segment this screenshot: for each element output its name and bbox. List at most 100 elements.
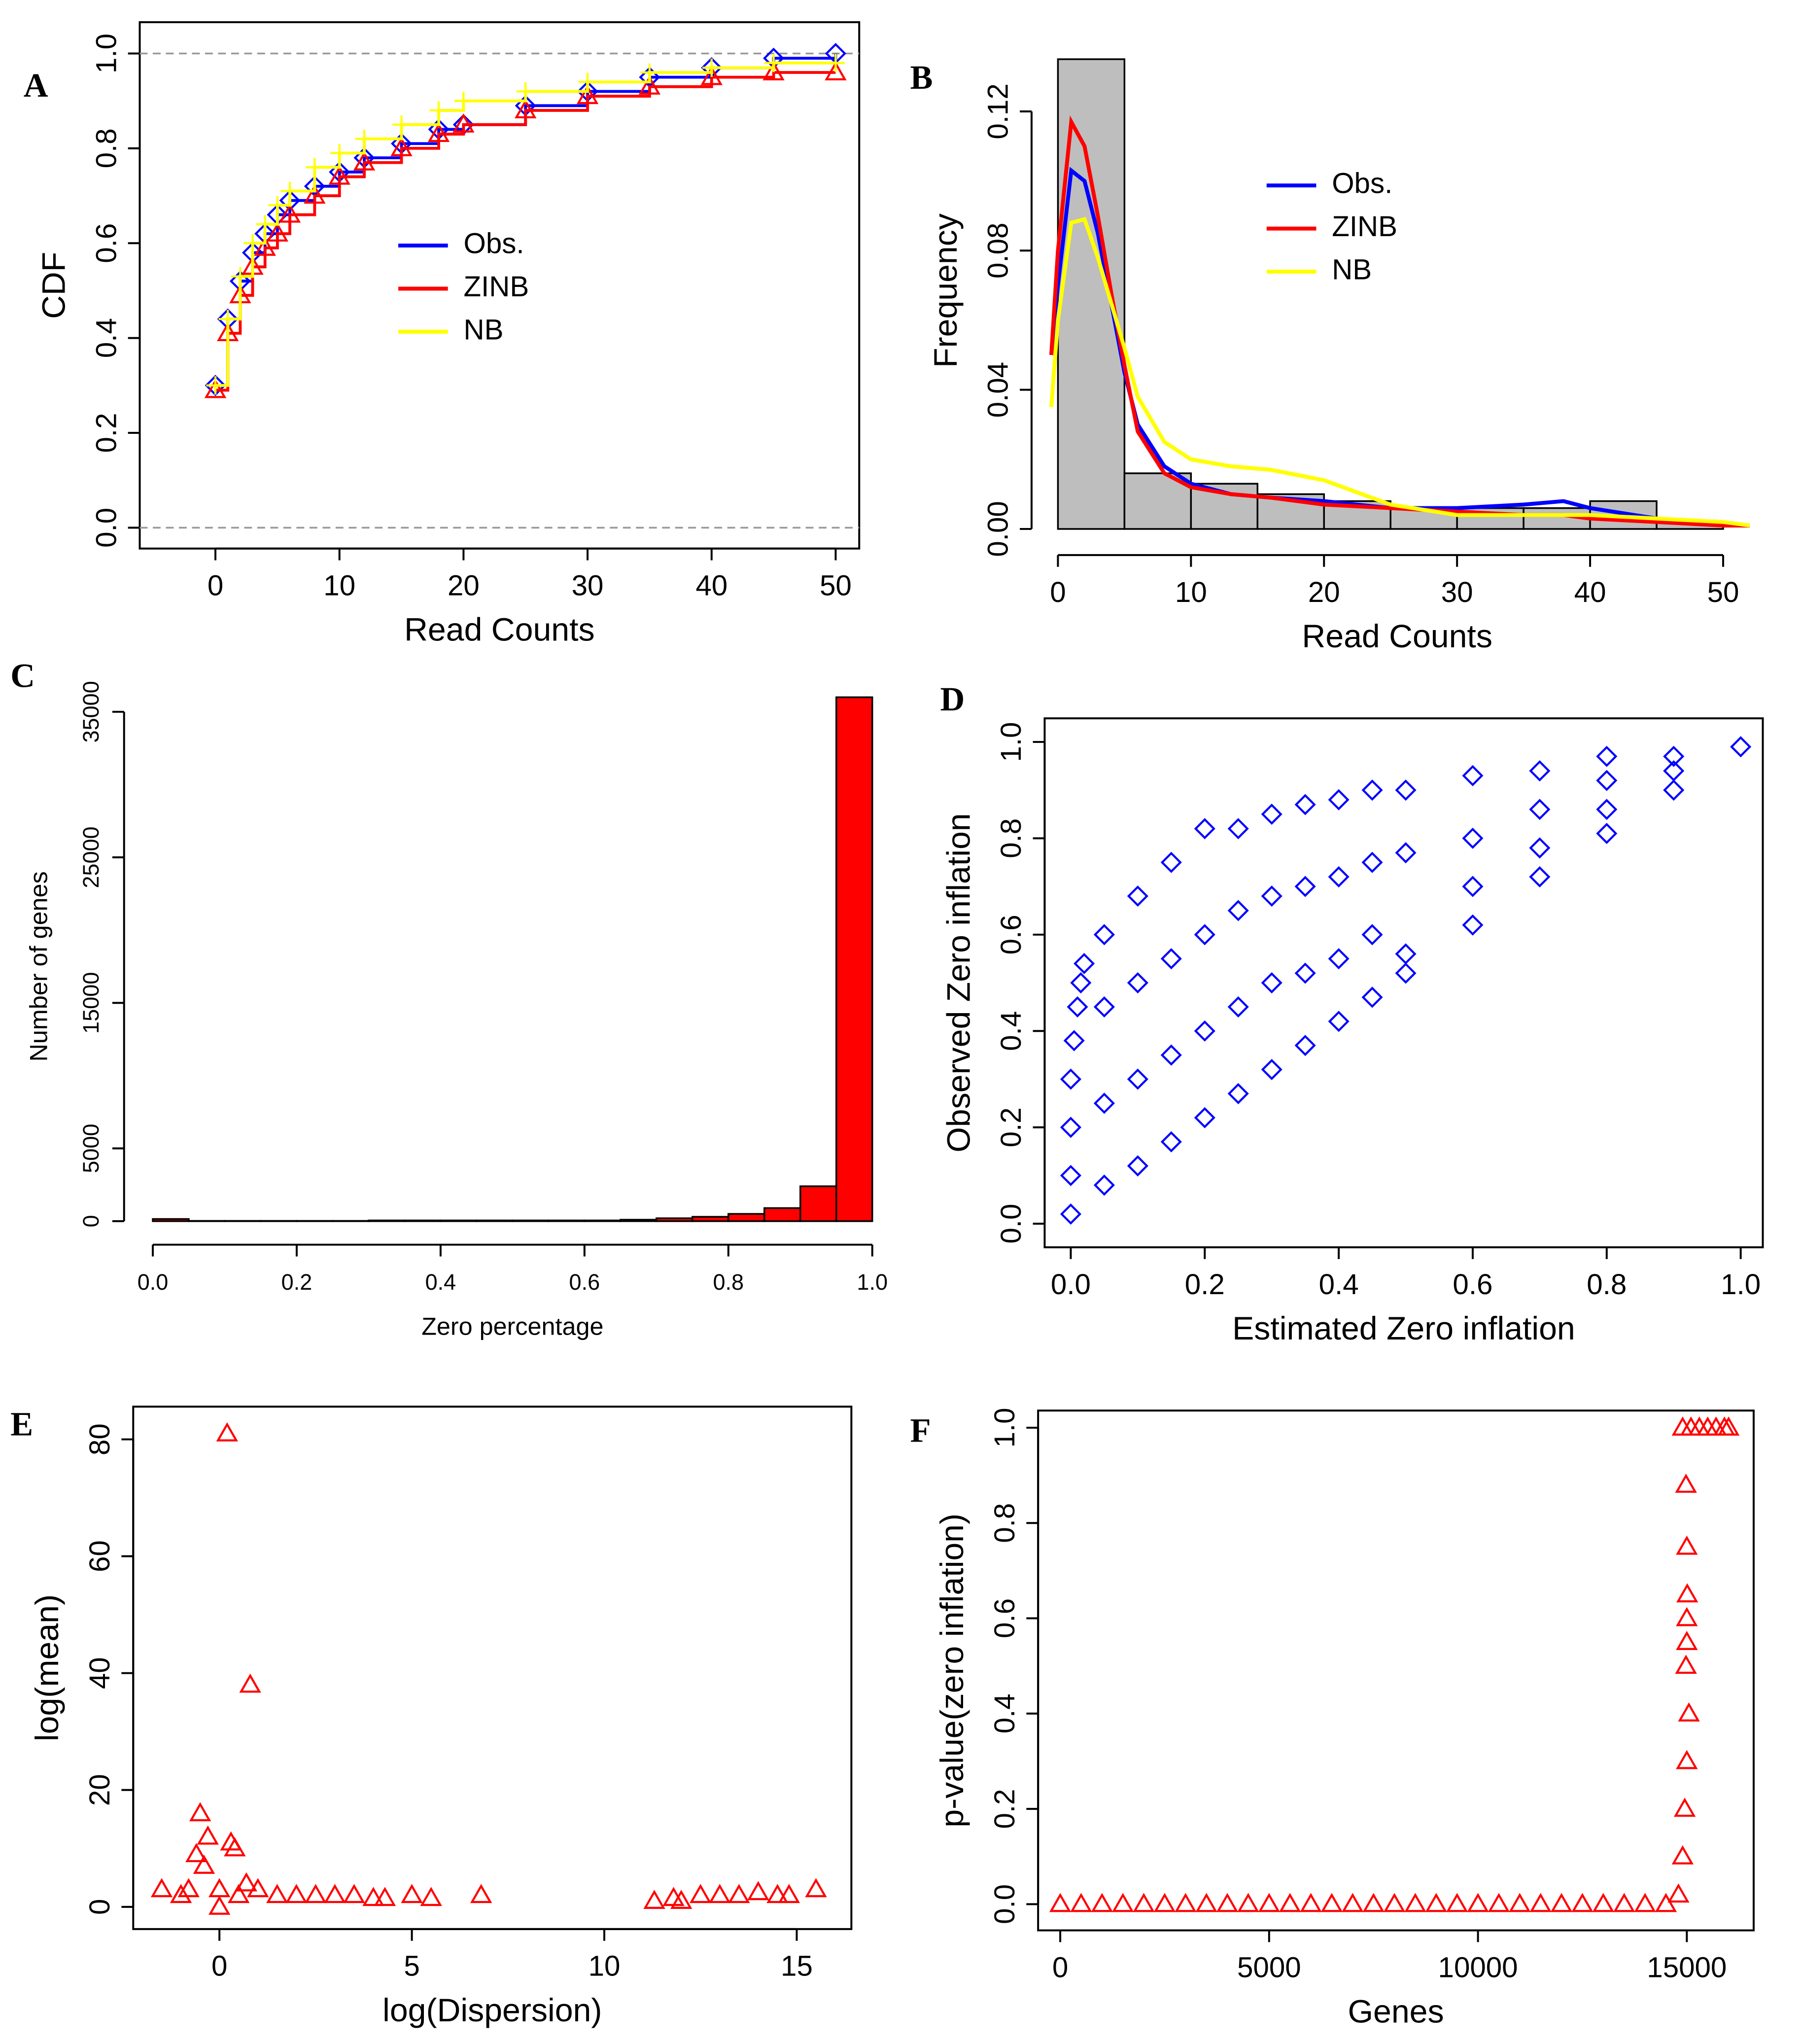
marker bbox=[1596, 770, 1618, 791]
marker bbox=[662, 1887, 685, 1906]
marker bbox=[280, 181, 299, 200]
x-tick-label: 5 bbox=[404, 1950, 419, 1982]
marker bbox=[1328, 948, 1350, 970]
marker bbox=[266, 1884, 288, 1903]
marker bbox=[1395, 962, 1417, 984]
marker bbox=[305, 158, 324, 176]
marker bbox=[1194, 924, 1215, 946]
panel-letter: C bbox=[10, 657, 35, 694]
x-tick-label: 50 bbox=[1707, 576, 1739, 608]
x-tick-label: 15000 bbox=[1647, 1951, 1727, 1983]
marker bbox=[1395, 943, 1417, 965]
marker bbox=[1529, 837, 1551, 859]
marker bbox=[1676, 1630, 1698, 1650]
marker bbox=[1529, 866, 1551, 888]
marker bbox=[218, 310, 237, 328]
hist-bar bbox=[728, 1213, 765, 1222]
y-tick-label: 40 bbox=[84, 1657, 116, 1689]
marker bbox=[268, 196, 287, 214]
marker bbox=[1294, 794, 1316, 815]
marker bbox=[1063, 1030, 1085, 1052]
series-line bbox=[215, 71, 836, 392]
marker bbox=[204, 379, 227, 398]
marker bbox=[1328, 789, 1350, 811]
marker bbox=[1216, 1893, 1239, 1912]
marker bbox=[1067, 996, 1088, 1018]
marker bbox=[1425, 1893, 1448, 1912]
x-tick-label: 50 bbox=[820, 570, 852, 602]
marker bbox=[1194, 1107, 1215, 1128]
marker bbox=[766, 1884, 789, 1903]
marker bbox=[1663, 745, 1685, 767]
marker bbox=[1655, 1893, 1677, 1912]
marker bbox=[1160, 1044, 1182, 1066]
marker bbox=[427, 123, 450, 142]
marker bbox=[243, 234, 262, 252]
x-tick-label: 5000 bbox=[1237, 1951, 1301, 1983]
y-tick-label: 0.6 bbox=[995, 915, 1027, 954]
marker bbox=[392, 115, 411, 134]
legend-label: ZINB bbox=[464, 271, 529, 303]
marker bbox=[1671, 1845, 1694, 1865]
x-tick-label: 10 bbox=[1175, 576, 1207, 608]
marker bbox=[304, 184, 326, 204]
marker bbox=[279, 190, 301, 211]
y-tick-label: 0.6 bbox=[90, 223, 122, 263]
marker bbox=[825, 61, 847, 81]
plot-frame bbox=[1037, 1410, 1755, 1932]
x-tick-label: 0.4 bbox=[425, 1269, 456, 1295]
marker bbox=[1361, 924, 1383, 946]
x-tick-label: 20 bbox=[448, 570, 480, 602]
marker bbox=[1462, 876, 1484, 897]
panel-letter: E bbox=[10, 1405, 33, 1443]
marker bbox=[185, 1843, 208, 1863]
series-line bbox=[1049, 115, 1750, 528]
y-tick-label: 0.6 bbox=[989, 1598, 1021, 1638]
series-line bbox=[1049, 167, 1750, 528]
x-tick-label: 1.0 bbox=[857, 1269, 888, 1295]
marker bbox=[576, 85, 599, 105]
marker bbox=[643, 1890, 665, 1909]
marker bbox=[1060, 1203, 1081, 1225]
marker bbox=[1074, 952, 1095, 974]
marker bbox=[1678, 1702, 1700, 1722]
series-line bbox=[1049, 216, 1750, 528]
marker bbox=[1462, 827, 1484, 849]
marker bbox=[702, 58, 721, 77]
marker bbox=[256, 215, 275, 234]
y-axis-label: log(mean) bbox=[29, 1594, 66, 1741]
marker bbox=[1279, 1893, 1301, 1912]
x-tick-label: 10 bbox=[323, 570, 355, 602]
x-axis-label: Read Counts bbox=[404, 612, 595, 648]
marker bbox=[355, 130, 374, 148]
marker bbox=[216, 1422, 238, 1442]
marker bbox=[578, 72, 597, 91]
marker bbox=[1675, 1474, 1697, 1493]
y-tick-label: 0.04 bbox=[982, 362, 1014, 418]
marker bbox=[454, 92, 473, 110]
marker bbox=[1261, 1058, 1282, 1080]
hist-bar bbox=[656, 1217, 693, 1222]
marker bbox=[1160, 851, 1182, 873]
x-tick-label: 40 bbox=[1574, 576, 1606, 608]
marker bbox=[640, 63, 659, 82]
marker bbox=[254, 237, 276, 256]
marker bbox=[362, 1887, 384, 1906]
marker bbox=[189, 1802, 211, 1822]
marker bbox=[1091, 1893, 1113, 1912]
marker bbox=[1596, 799, 1618, 820]
marker bbox=[1613, 1893, 1635, 1912]
marker bbox=[1160, 948, 1182, 970]
panel-letter: F bbox=[910, 1412, 931, 1449]
marker bbox=[285, 1884, 308, 1903]
marker bbox=[690, 1884, 712, 1903]
marker bbox=[1328, 1011, 1350, 1032]
marker bbox=[1328, 866, 1350, 888]
marker bbox=[1227, 1083, 1249, 1104]
legend-label: NB bbox=[1332, 253, 1372, 285]
x-tick-label: 0 bbox=[1052, 1951, 1068, 1983]
marker bbox=[1446, 1893, 1468, 1912]
x-tick-label: 40 bbox=[695, 570, 728, 602]
marker bbox=[177, 1878, 200, 1898]
